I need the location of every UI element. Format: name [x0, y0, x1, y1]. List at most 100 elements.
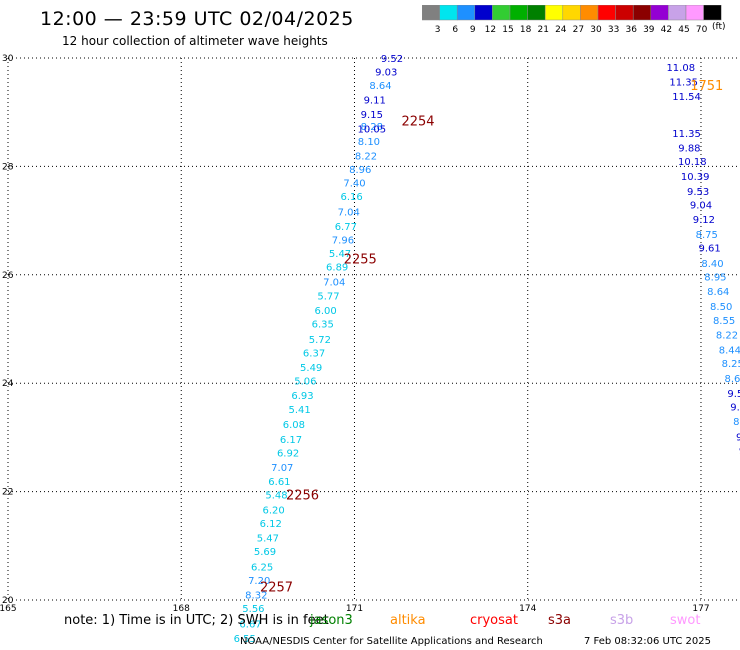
y-tick-label: 30	[2, 54, 14, 64]
chart-title: 12:00 — 23:59 UTC 02/04/2025	[40, 8, 354, 30]
wave-height-value: 9.12	[693, 215, 715, 226]
colorbar-label: 12	[485, 25, 496, 35]
track-time-label: 2254	[401, 114, 434, 129]
colorbar-label: 18	[520, 25, 532, 35]
y-tick-label: 26	[2, 271, 14, 281]
wave-height-value: 5.69	[254, 547, 276, 558]
satellite-legend-item: s3b	[610, 613, 634, 628]
wave-height-value: 6.25	[251, 562, 273, 573]
wave-height-value: 8.22	[716, 330, 738, 341]
colorbar-label: 9	[470, 25, 476, 35]
wave-height-value: 9.88	[678, 143, 700, 154]
y-tick-label: 28	[2, 162, 14, 172]
wave-height-value: 7.40	[343, 179, 365, 190]
wave-height-value: 9.77	[730, 403, 740, 414]
wave-height-value: 9.61	[699, 244, 721, 255]
satellite-legend-item: swot	[670, 613, 701, 628]
footer-timestamp: 7 Feb 08:32:06 UTC 2025	[584, 636, 711, 647]
y-tick-label: 24	[2, 379, 14, 389]
colorbar-label: 33	[608, 25, 619, 35]
x-tick-label: 174	[519, 604, 536, 614]
wave-height-value: 8.75	[696, 230, 718, 241]
wave-height-value: 6.92	[277, 449, 299, 460]
colorbar-unit: (ft)	[712, 22, 726, 32]
wave-height-value: 8.50	[710, 302, 732, 313]
footer-credit: NOAA/NESDIS Center for Satellite Applica…	[240, 636, 543, 647]
wave-height-value: 6.08	[283, 420, 305, 431]
wave-height-value: 9.11	[364, 96, 386, 107]
wave-height-value: 5.56	[242, 604, 264, 615]
colorbar-swatch	[703, 5, 722, 21]
wave-height-value: 6.16	[340, 192, 362, 203]
track-time-label: 1751	[690, 79, 723, 94]
satellite-legend-item: altika	[390, 613, 426, 628]
x-tick-label: 171	[346, 604, 363, 614]
satellite-legend-item: s3a	[548, 613, 572, 628]
wave-height-value: 8.28	[361, 122, 383, 133]
wave-height-value: 10.18	[678, 157, 707, 168]
wave-height-value: 10.39	[681, 172, 710, 183]
y-tick-label: 20	[2, 596, 14, 606]
wave-height-value: 8.89	[733, 417, 740, 428]
wave-height-value: 6.89	[326, 263, 348, 274]
satellite-legend-item: cryosat	[470, 613, 518, 628]
wave-height-value: 5.47	[257, 534, 279, 545]
wave-height-value: 9.00	[736, 432, 740, 443]
track-time-label: 2257	[260, 580, 293, 595]
satellite-legend-item: jason3	[310, 613, 353, 628]
x-tick-label: 177	[692, 604, 709, 614]
wave-height-value: 8.64	[369, 81, 391, 92]
colorbar-label: 21	[537, 25, 548, 35]
wave-height-value: 8.96	[349, 165, 371, 176]
colorbar-label: 24	[555, 25, 567, 35]
wave-height-value: 8.10	[358, 137, 380, 148]
y-tick-label: 22	[2, 488, 13, 498]
wave-height-value: 6.55	[234, 634, 256, 645]
wave-height-value: 6.37	[303, 348, 325, 359]
wave-height-value: 6.67	[239, 619, 261, 630]
wave-height-value: 5.41	[288, 405, 310, 416]
wave-height-value: 9.52	[381, 54, 403, 65]
colorbar-label: 3	[435, 25, 441, 35]
wave-height-value: 11.08	[666, 63, 695, 74]
colorbar-label: 6	[452, 25, 458, 35]
wave-height-value: 8.25	[722, 359, 740, 370]
wave-height-value: 7.04	[323, 277, 345, 288]
track-time-label: 2255	[344, 253, 377, 268]
wave-height-value: 6.17	[280, 435, 302, 446]
wave-height-value: 6.00	[314, 306, 336, 317]
wave-height-value: 8.64	[707, 287, 729, 298]
wave-height-value: 11.35	[672, 129, 701, 140]
wave-height-value: 6.12	[260, 519, 282, 530]
wave-height-value: 9.03	[375, 68, 397, 79]
wave-height-value: 6.77	[335, 222, 357, 233]
wave-height-value: 11.54	[672, 92, 701, 103]
wave-height-value: 6.93	[291, 391, 313, 402]
wave-height-value: 5.72	[309, 335, 331, 346]
footer-note: note: 1) Time is in UTC; 2) SWH is in fe…	[64, 613, 329, 628]
x-tick-label: 168	[173, 604, 190, 614]
wave-height-value: 8.40	[701, 259, 723, 270]
color-legend: 3 6 9 12 15 18 21 24 27 30 33 36 39 42 45 70	[422, 5, 722, 35]
chart-subtitle: 12 hour collection of altimeter wave hei…	[62, 34, 328, 48]
wave-height-value: 7.96	[332, 236, 354, 247]
wave-height-value: 9.53	[687, 187, 709, 198]
wave-height-value: 9.04	[739, 446, 740, 457]
wave-height-value: 9.04	[690, 200, 712, 211]
wave-height-value: 7.20	[248, 576, 270, 587]
wave-height-value: 6.20	[263, 505, 285, 516]
wave-height-value: 8.95	[704, 272, 726, 283]
wave-height-value: 10.05	[357, 124, 386, 135]
wave-height-value: 5.47	[329, 249, 351, 260]
wave-height-value: 8.55	[713, 316, 735, 327]
wave-height-value: 6.35	[312, 320, 334, 331]
wave-height-value: 5.48	[265, 490, 287, 501]
colorbar-label: 30	[590, 25, 602, 35]
wave-height-value: 5.49	[300, 363, 322, 374]
colorbar-label: 42	[661, 25, 672, 35]
wave-height-value: 6.61	[268, 477, 290, 488]
colorbar-label: 70	[696, 25, 708, 35]
wave-height-value: 9.15	[361, 110, 383, 121]
wave-height-value: 5.06	[294, 376, 316, 387]
wave-height-value: 9.59	[727, 389, 740, 400]
